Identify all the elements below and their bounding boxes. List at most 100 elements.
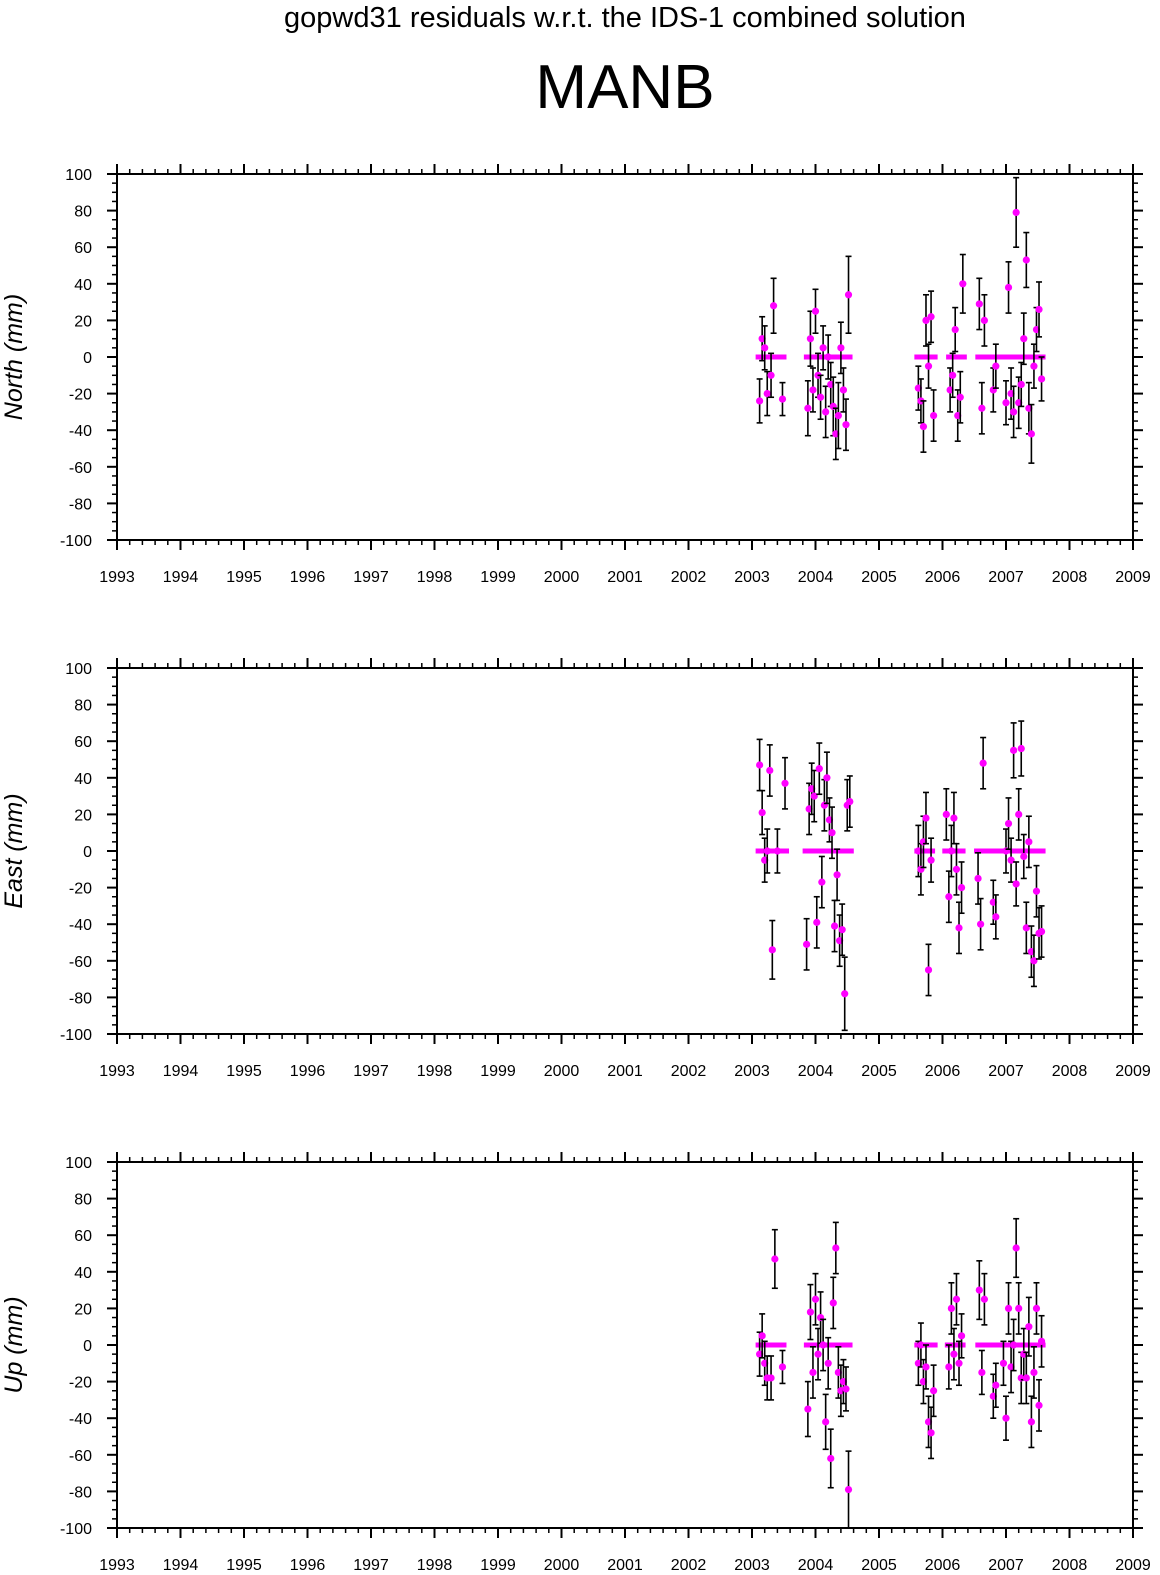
panel-up: 1993 1994 1995 1996 1997 1998 1999 2000 2001 2002… — [0, 1152, 1151, 1574]
east-data-point — [828, 829, 836, 837]
up-data-point — [806, 1308, 815, 1316]
up-data-point — [950, 1350, 958, 1358]
up-data-point — [927, 1429, 935, 1437]
north-data-point — [804, 404, 812, 412]
east-x-tick-label: 2008 — [1052, 1063, 1088, 1080]
north-data-point — [761, 344, 769, 352]
north-y-axis-title: North (mm) — [0, 294, 28, 420]
east-y-tick-label: 80 — [74, 698, 92, 715]
north-y-tick-label: -60 — [69, 460, 92, 477]
north-x-tick-label: 2000 — [544, 569, 580, 586]
east-data-point — [947, 847, 955, 855]
north-data-point — [806, 335, 815, 343]
north-data-point — [816, 393, 825, 401]
up-data-point — [945, 1363, 953, 1371]
north-data-point — [1010, 408, 1018, 416]
north-data-point — [819, 344, 827, 352]
up-data-point — [1035, 1401, 1043, 1409]
east-data-point — [768, 946, 776, 954]
north-data-point — [959, 280, 967, 288]
east-data-point — [1007, 856, 1015, 864]
north-y-tick-label: 80 — [74, 204, 92, 221]
up-data-point — [767, 1374, 775, 1382]
up-data-point — [975, 1286, 983, 1294]
north-y-tick-label: -40 — [69, 423, 92, 440]
north-data-point — [992, 362, 1000, 370]
north-data-point — [980, 316, 989, 324]
north-y-tick-label: 40 — [74, 277, 92, 294]
east-data-point — [815, 765, 823, 773]
north-y-tick-label: 100 — [65, 167, 92, 184]
north-data-point — [924, 362, 933, 370]
north-data-point — [956, 393, 964, 401]
up-x-tick-label: 2009 — [1115, 1557, 1151, 1574]
up-x-tick-label: 2000 — [544, 1557, 580, 1574]
up-x-tick-label: 1993 — [99, 1557, 135, 1574]
north-data-point — [978, 404, 986, 412]
east-data-point — [977, 920, 985, 928]
east-data-point — [955, 924, 963, 932]
up-data-point — [992, 1381, 1000, 1389]
east-y-tick-label: 20 — [74, 807, 92, 824]
north-x-tick-label: 2007 — [988, 569, 1024, 586]
up-y-tick-label: -100 — [60, 1521, 92, 1538]
north-data-point — [949, 371, 957, 379]
north-data-point — [1012, 208, 1020, 217]
up-data-point — [999, 1359, 1008, 1367]
north-data-point — [769, 302, 778, 310]
east-data-point — [992, 913, 1000, 921]
up-data-point — [832, 1244, 840, 1252]
east-y-tick-label: -100 — [60, 1027, 92, 1044]
up-data-point — [804, 1405, 812, 1413]
station-name: MANB — [535, 53, 715, 122]
east-y-tick-label: 60 — [74, 734, 92, 751]
east-data-point — [945, 893, 953, 901]
north-data-point — [756, 397, 764, 405]
up-data-point — [947, 1304, 955, 1312]
up-y-tick-label: -20 — [69, 1375, 92, 1392]
up-data-point — [829, 1299, 837, 1307]
up-x-tick-label: 2006 — [925, 1557, 961, 1574]
north-y-tick-label: -20 — [69, 387, 92, 404]
north-y-tick-label: 0 — [83, 350, 92, 367]
up-x-tick-label: 2003 — [734, 1557, 770, 1574]
east-data-point — [1004, 819, 1013, 828]
east-data-point — [1032, 887, 1041, 895]
east-data-point — [773, 847, 782, 855]
north-data-point — [1030, 362, 1038, 370]
up-data-point — [930, 1387, 938, 1395]
east-data-point — [957, 884, 966, 892]
up-data-point — [1015, 1304, 1023, 1312]
north-data-point — [1035, 305, 1043, 314]
north-data-point — [927, 313, 935, 321]
up-x-tick-label: 1995 — [226, 1557, 262, 1574]
east-x-tick-label: 2009 — [1115, 1063, 1151, 1080]
up-data-point — [1032, 1304, 1041, 1312]
east-data-point — [756, 761, 764, 769]
up-data-point — [811, 1295, 820, 1303]
up-data-point — [827, 1454, 835, 1463]
north-data-point — [809, 386, 817, 394]
up-y-tick-label: 20 — [74, 1301, 92, 1318]
east-data-point — [1030, 957, 1038, 965]
up-data-point — [1037, 1337, 1046, 1345]
up-y-tick-label: 60 — [74, 1228, 92, 1245]
up-data-point — [844, 1485, 853, 1494]
up-data-point — [917, 1341, 925, 1349]
panel-east: 1993 1994 1995 1996 1997 1998 1999 2000 2001 2002… — [0, 658, 1151, 1080]
east-x-tick-label: 2004 — [798, 1063, 834, 1080]
east-data-point — [922, 814, 930, 822]
panel-north: 1993 1994 1995 1996 1997 1998 1999 2000 2001 2002… — [0, 164, 1151, 586]
east-y-tick-label: -20 — [69, 881, 92, 898]
north-data-point — [822, 408, 830, 416]
north-data-point — [837, 344, 845, 352]
east-data-point — [952, 865, 961, 873]
north-x-tick-label: 1998 — [417, 569, 453, 586]
north-data-point — [930, 411, 938, 420]
north-data-point — [951, 325, 959, 334]
north-y-tick-label: -80 — [69, 496, 92, 513]
up-data-point — [809, 1368, 817, 1377]
north-data-point — [763, 390, 771, 398]
east-data-point — [763, 847, 771, 855]
north-x-tick-label: 2006 — [925, 569, 961, 586]
